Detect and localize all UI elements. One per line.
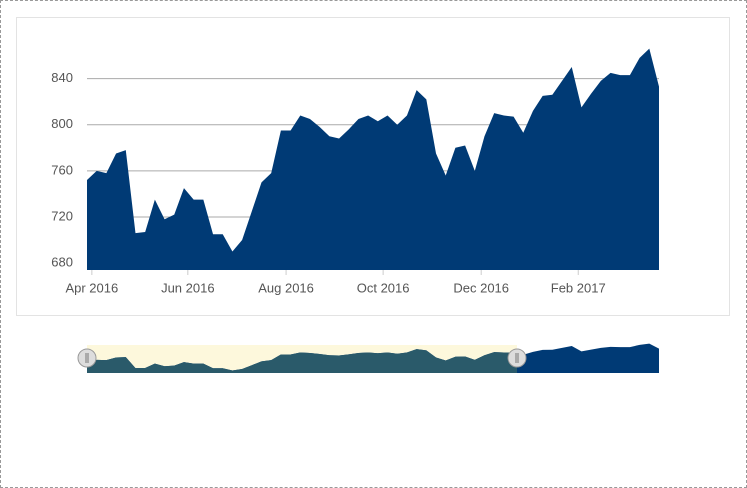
y-tick-label: 760 — [51, 162, 73, 177]
x-tick-label: Jun 2016 — [161, 280, 215, 295]
x-tick-label: Feb 2017 — [551, 280, 606, 295]
x-tick-label: Apr 2016 — [65, 280, 118, 295]
x-tick-label: Oct 2016 — [357, 280, 410, 295]
navigator-handle-left[interactable] — [77, 348, 97, 368]
area — [87, 48, 659, 270]
x-tick-label: Dec 2016 — [453, 280, 509, 295]
y-tick-label: 680 — [51, 255, 73, 270]
y-tick-label: 800 — [51, 116, 73, 131]
y-tick-label: 720 — [51, 208, 73, 223]
y-tick-label: 840 — [51, 70, 73, 85]
x-tick-label: Aug 2016 — [258, 280, 314, 295]
navigator-handle-right[interactable] — [507, 348, 527, 368]
navigator-area-selected — [87, 349, 517, 373]
